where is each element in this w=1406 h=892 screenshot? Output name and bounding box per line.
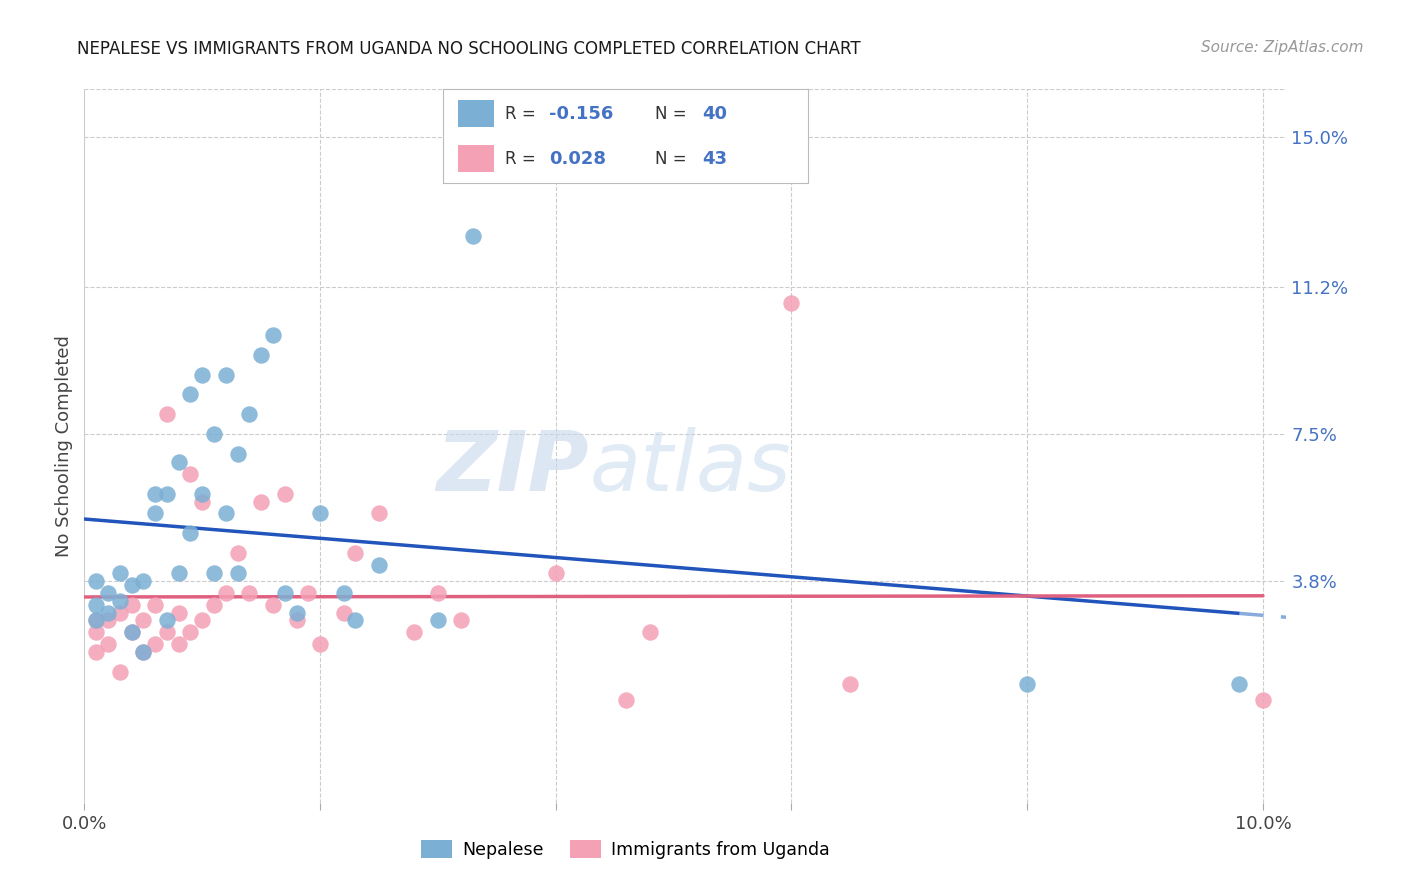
Y-axis label: No Schooling Completed: No Schooling Completed — [55, 335, 73, 557]
Point — [309, 637, 332, 651]
Point — [285, 606, 308, 620]
Point — [167, 637, 190, 651]
Point — [167, 566, 190, 580]
Point — [97, 637, 120, 651]
Point — [202, 427, 225, 442]
Point — [108, 566, 131, 580]
Text: R =: R = — [505, 104, 541, 122]
Point — [84, 598, 107, 612]
Point — [202, 598, 225, 612]
Point — [1251, 692, 1274, 706]
Point — [179, 625, 201, 640]
Point — [250, 348, 273, 362]
Point — [191, 614, 214, 628]
Point — [156, 625, 179, 640]
Point — [191, 494, 214, 508]
Text: N =: N = — [655, 150, 692, 168]
Point — [97, 585, 120, 599]
Point — [84, 645, 107, 659]
Point — [332, 585, 354, 599]
Point — [544, 566, 567, 580]
Point — [1017, 677, 1039, 691]
Point — [143, 598, 166, 612]
Point — [121, 625, 143, 640]
Point — [156, 407, 179, 421]
Point — [84, 625, 107, 640]
Point — [780, 296, 803, 310]
Point — [368, 558, 391, 572]
Point — [143, 507, 166, 521]
Text: Source: ZipAtlas.com: Source: ZipAtlas.com — [1201, 40, 1364, 55]
Point — [108, 665, 131, 679]
Point — [108, 593, 131, 607]
Text: N =: N = — [655, 104, 692, 122]
Point — [97, 614, 120, 628]
Point — [191, 486, 214, 500]
Text: 0.028: 0.028 — [548, 150, 606, 168]
Point — [215, 507, 238, 521]
Point — [238, 585, 260, 599]
Point — [638, 625, 661, 640]
Point — [226, 566, 249, 580]
Point — [121, 625, 143, 640]
Point — [309, 507, 332, 521]
Point — [285, 614, 308, 628]
Point — [132, 574, 155, 588]
Point — [1227, 677, 1250, 691]
Point — [215, 368, 238, 382]
Point — [202, 566, 225, 580]
Point — [143, 486, 166, 500]
Point — [262, 598, 284, 612]
Point — [191, 368, 214, 382]
Point — [179, 387, 201, 401]
Point — [450, 614, 472, 628]
Bar — [457, 101, 494, 127]
Point — [132, 645, 155, 659]
Point — [250, 494, 273, 508]
Text: R =: R = — [505, 150, 541, 168]
Point — [344, 614, 367, 628]
Point — [156, 486, 179, 500]
Point — [84, 614, 107, 628]
Point — [463, 228, 485, 243]
Point — [143, 637, 166, 651]
Point — [274, 585, 297, 599]
Text: ZIP: ZIP — [437, 427, 589, 508]
Point — [97, 606, 120, 620]
Point — [84, 574, 107, 588]
Legend: Nepalese, Immigrants from Uganda: Nepalese, Immigrants from Uganda — [413, 833, 837, 865]
Point — [132, 645, 155, 659]
Text: -0.156: -0.156 — [548, 104, 613, 122]
Point — [84, 614, 107, 628]
Text: 40: 40 — [703, 104, 727, 122]
Point — [226, 447, 249, 461]
Point — [121, 598, 143, 612]
Point — [839, 677, 862, 691]
Point — [167, 606, 190, 620]
Point — [404, 625, 426, 640]
Point — [616, 692, 638, 706]
Text: 43: 43 — [703, 150, 727, 168]
Point — [167, 455, 190, 469]
Point — [121, 578, 143, 592]
Point — [426, 614, 449, 628]
Text: NEPALESE VS IMMIGRANTS FROM UGANDA NO SCHOOLING COMPLETED CORRELATION CHART: NEPALESE VS IMMIGRANTS FROM UGANDA NO SC… — [77, 40, 860, 58]
Bar — [457, 145, 494, 171]
Point — [108, 606, 131, 620]
Point — [179, 526, 201, 541]
Point — [156, 614, 179, 628]
Point — [297, 585, 319, 599]
Point — [368, 507, 391, 521]
Point — [344, 546, 367, 560]
Point — [179, 467, 201, 481]
Text: atlas: atlas — [589, 427, 792, 508]
Point — [132, 614, 155, 628]
Point — [426, 585, 449, 599]
Point — [215, 585, 238, 599]
Point — [262, 328, 284, 343]
Point — [226, 546, 249, 560]
Point — [332, 606, 354, 620]
Point — [238, 407, 260, 421]
Point — [274, 486, 297, 500]
